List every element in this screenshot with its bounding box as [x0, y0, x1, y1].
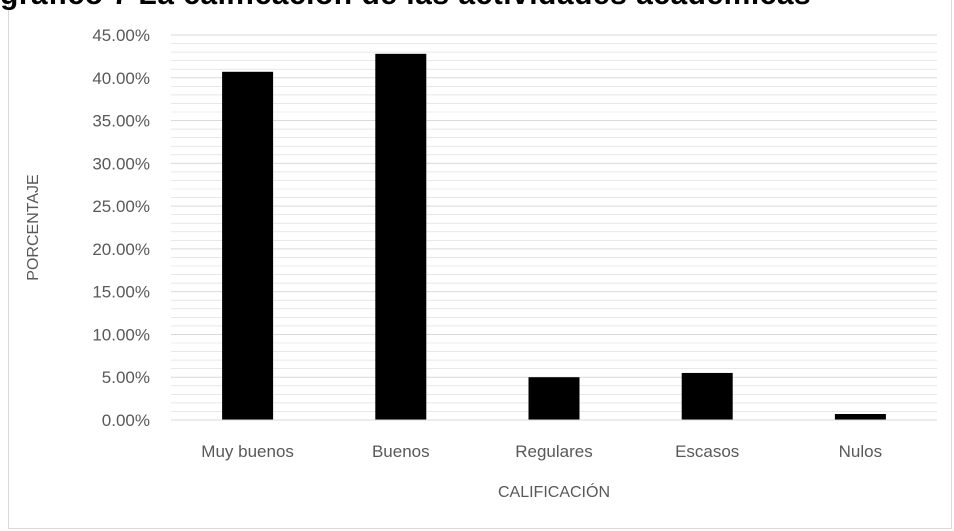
x-tick-label: Nulos [839, 442, 882, 461]
x-axis-ticks: Muy buenos Buenos Regulares Escasos Nulos [201, 442, 882, 461]
bar [375, 53, 427, 420]
chart-caption: gráfico 7 La calificación de las activid… [0, 0, 811, 12]
y-tick-label: 10.00% [92, 325, 150, 344]
y-tick-label: 0.00% [102, 411, 150, 430]
y-tick-label: 35.00% [92, 112, 150, 131]
bar [222, 71, 274, 421]
y-tick-label: 30.00% [92, 154, 150, 173]
x-tick-label: Buenos [372, 442, 430, 461]
x-axis-title: CALIFICACIÓN [498, 482, 610, 501]
y-tick-label: 40.00% [92, 69, 150, 88]
y-tick-label: 20.00% [92, 240, 150, 259]
x-tick-label: Muy buenos [201, 442, 294, 461]
bars [222, 53, 886, 421]
bar [834, 414, 886, 420]
y-tick-label: 45.00% [92, 26, 150, 45]
y-tick-label: 5.00% [102, 368, 150, 387]
x-tick-label: Regulares [515, 442, 593, 461]
y-axis-title: PORCENTAJE [25, 174, 42, 280]
x-tick-label: Escasos [675, 442, 739, 461]
bar [528, 377, 580, 420]
y-axis-ticks: 0.00% 5.00% 10.00% 15.00% 20.00% 25.00% 30.00%… [92, 26, 150, 430]
y-tick-label: 15.00% [92, 283, 150, 302]
y-tick-label: 25.00% [92, 197, 150, 216]
bar [681, 372, 733, 420]
chart-frame [8, 0, 952, 529]
grid-lines [171, 34, 937, 421]
